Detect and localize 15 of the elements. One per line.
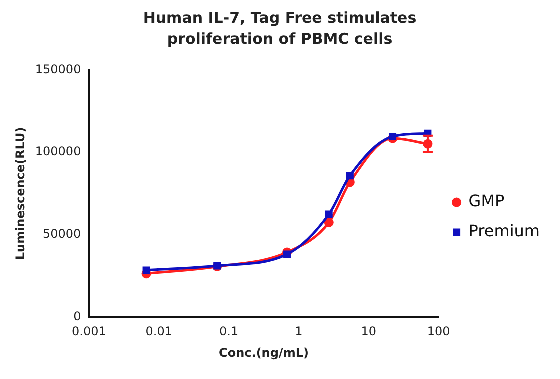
y-tick-label: 100000 bbox=[35, 144, 82, 159]
x-tick-label: 0.1 bbox=[220, 324, 239, 339]
legend-label: Premium bbox=[468, 222, 540, 241]
x-tick-label: 10 bbox=[361, 324, 377, 339]
x-tick-label: 1 bbox=[295, 324, 303, 339]
x-tick-label: 100 bbox=[427, 324, 450, 339]
x-axis-title: Conc.(ng/mL) bbox=[219, 346, 309, 360]
chart-title: Human IL-7, Tag Free stimulates proliferation of PBMC cells bbox=[142, 8, 418, 50]
y-tick-label: 0 bbox=[74, 309, 82, 324]
y-tick-label: 50000 bbox=[43, 226, 82, 241]
y-axis-title: Luminescence(RLU) bbox=[13, 127, 28, 260]
legend-label: GMP bbox=[468, 192, 506, 211]
y-tick-label: 150000 bbox=[35, 62, 82, 76]
x-tick-label: 0.01 bbox=[146, 324, 172, 339]
x-tick-label: 0.001 bbox=[72, 324, 106, 339]
